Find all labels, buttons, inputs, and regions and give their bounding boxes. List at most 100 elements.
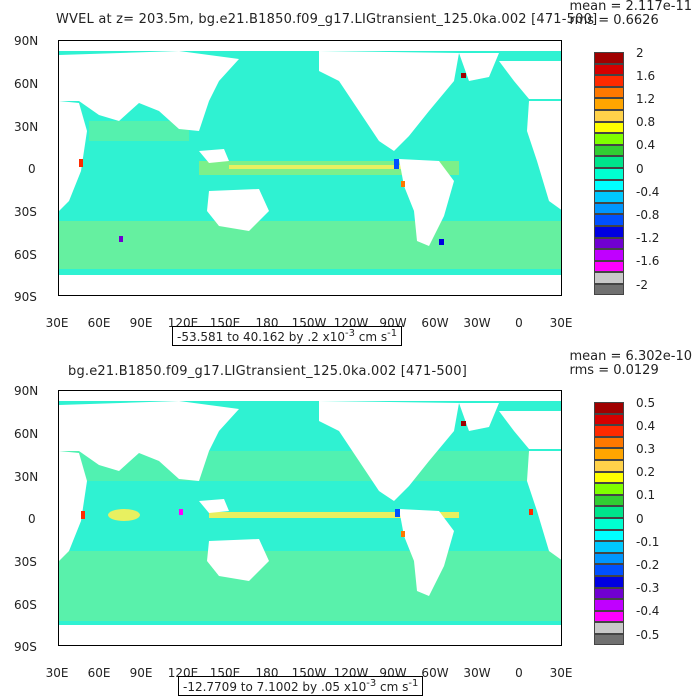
lon-tick: 60W: [421, 666, 449, 680]
colorbar-label: 0.4: [636, 418, 656, 433]
colorbar-cell: [594, 517, 624, 530]
colorbar-cell: [594, 622, 624, 634]
colorbar-cell: [594, 413, 624, 426]
lat-tick: 30S: [14, 555, 37, 569]
colorbar-cell: [594, 260, 624, 273]
colorbar-label: 2: [636, 45, 644, 60]
range-exponent: -3: [344, 328, 355, 339]
lon-tick: 60W: [421, 316, 449, 330]
colorbar-cell: [594, 402, 624, 414]
lon-tick: 60E: [87, 666, 111, 680]
land: [59, 41, 561, 295]
equatorial-upwelling: [209, 512, 459, 518]
indian-ocean-feature: [108, 509, 140, 521]
colorbar-label: 0.3: [636, 441, 656, 456]
lat-tick: 90S: [14, 290, 37, 304]
colorbar-label: -2: [636, 277, 648, 292]
northern-band: [59, 451, 561, 481]
lon-tick: 90E: [129, 316, 153, 330]
colorbar-label: -0.4: [636, 184, 660, 199]
map-plot: [58, 390, 562, 646]
colorbar-cell: [594, 471, 624, 484]
lat-tick: 30S: [14, 205, 37, 219]
southern-ocean-band: [59, 221, 561, 269]
lat-tick: 0: [28, 162, 36, 176]
colorbar-cell: [594, 121, 624, 134]
lat-tick: 60S: [14, 248, 37, 262]
colorbar-cell: [594, 237, 624, 250]
lat-tick: 30N: [14, 120, 39, 134]
colorbar-cell: [594, 86, 624, 99]
stats-rms: rms = 0.0129: [569, 363, 659, 378]
colorbar-cell: [594, 109, 624, 122]
range-text: -53.581 to 40.162 by .2 x10: [177, 330, 345, 344]
colorbar-label: -0.4: [636, 604, 660, 619]
map-panel-bottom: bg.e21.B1850.f09_g17.LIGtransient_125.0k…: [0, 350, 700, 700]
lat-tick: 30N: [14, 470, 39, 484]
lat-tick: 60S: [14, 598, 37, 612]
colorbar-cell: [594, 448, 624, 460]
colorbar-label: -0.8: [636, 207, 660, 222]
colorbar-label: -0.5: [636, 627, 660, 642]
contour-range-label: -53.581 to 40.162 by .2 x10-3 cm s-1: [172, 326, 403, 346]
panel-title: WVEL at z= 203.5m, bg.e21.B1850.f09_g17.…: [56, 12, 598, 27]
colorbar-cell: [594, 587, 624, 600]
lon-tick: 30E: [45, 316, 69, 330]
range-exponent: -3: [366, 678, 377, 689]
range-unit-exponent: -1: [387, 328, 398, 339]
colorbar-cell: [594, 75, 624, 87]
ocean-field-map: [59, 41, 561, 295]
colorbar-label: -0.2: [636, 557, 660, 572]
colorbar-cell: [594, 133, 624, 145]
colorbar-cell: [594, 459, 624, 472]
lon-tick: 30W: [463, 666, 491, 680]
colorbar-cell: [594, 214, 624, 226]
map-plot: [58, 40, 562, 296]
colorbar-label: 0.8: [636, 115, 656, 130]
colorbar-cell: [594, 425, 624, 437]
colorbar-label: 0.4: [636, 138, 656, 153]
colorbar-cell: [594, 98, 624, 110]
colorbar-cell: [594, 272, 624, 284]
colorbar-cell: [594, 63, 624, 76]
colorbar-cell: [594, 283, 624, 296]
colorbar-cell: [594, 52, 624, 64]
colorbar-label: 0.2: [636, 465, 656, 480]
lon-tick: 30W: [463, 316, 491, 330]
stats-rms: rms = 0.6626: [569, 13, 659, 28]
colorbar-cell: [594, 599, 624, 611]
colorbar-cell: [594, 202, 624, 215]
coastal-hotspots: [79, 73, 466, 245]
colorbar: [594, 52, 624, 296]
land: [59, 391, 561, 645]
lat-tick: 0: [28, 512, 36, 526]
range-unit: cm s: [380, 680, 409, 694]
panel-stats: mean = 6.302e-10 rms = 0.0129: [570, 350, 692, 378]
map-panel-top: WVEL at z= 203.5m, bg.e21.B1850.f09_g17.…: [14, 0, 692, 346]
panel-title: bg.e21.B1850.f09_g17.LIGtransient_125.0k…: [68, 364, 468, 379]
colorbar-label: -1.6: [636, 254, 660, 269]
range-unit: cm s: [358, 330, 388, 344]
lon-tick: 30E: [45, 666, 69, 680]
indian-ocean-band: [89, 121, 189, 141]
colorbar-cell: [594, 633, 624, 646]
colorbar-cell: [594, 575, 624, 588]
range-text: -12.7709 to 7.1002 by .05 x10: [183, 680, 367, 694]
colorbar-cell: [594, 483, 624, 495]
colorbar: [594, 402, 624, 646]
southern-ocean-band: [59, 551, 561, 621]
range-unit-exponent: -1: [408, 678, 419, 689]
colorbar-label: 0.5: [636, 395, 656, 410]
equatorial-upwelling: [229, 165, 429, 169]
colorbar-cell: [594, 144, 624, 157]
lon-tick: 30E: [549, 666, 573, 680]
lon-tick: 30E: [549, 316, 573, 330]
colorbar-label: 0: [636, 511, 644, 526]
panel-stats: mean = 2.117e-11 rms = 0.6626: [570, 0, 692, 28]
colorbar-cell: [594, 552, 624, 565]
lon-tick: 0: [515, 666, 523, 680]
colorbar-cell: [594, 506, 624, 518]
ocean-field-map: [59, 391, 561, 645]
colorbar-cell: [594, 436, 624, 449]
lon-tick: 60E: [87, 316, 111, 330]
